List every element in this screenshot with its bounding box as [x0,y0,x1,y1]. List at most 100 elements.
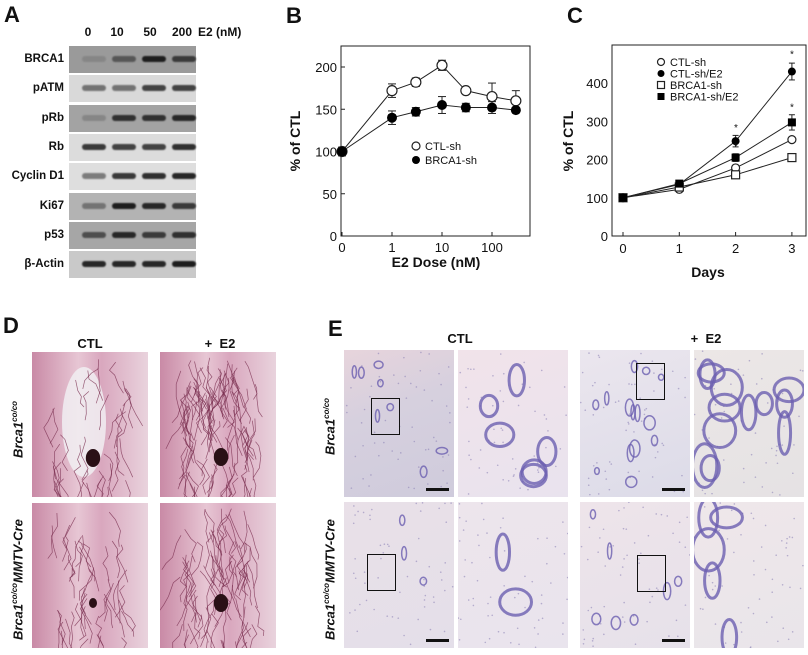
blot-band [82,114,106,121]
marker-open-circle [460,85,472,97]
blot-band [172,114,196,121]
y-axis-label: % of CTL [287,110,303,171]
legend-label: BRCA1-sh [670,80,722,92]
duct-structure [494,532,512,572]
duct-structure [697,502,720,539]
marker-filled-circle [731,137,740,146]
duct-structure [519,462,548,489]
blot-band [82,261,106,268]
panel-e-label: E [328,316,343,341]
series-line [622,157,793,199]
duct-structure [498,587,534,617]
duct-structure [673,575,683,588]
duct-structure [610,615,622,631]
x-tick-label: 10 [435,240,449,255]
plot-frame [340,45,531,237]
blot-band [112,56,136,62]
blot-strip [69,192,196,220]
duct-structure [720,617,739,648]
duct-structure [400,545,408,561]
duct-structure [707,392,742,423]
scale-bar [662,639,685,642]
panel-e-col-ctl: CTL [447,331,473,346]
whole-mount-ctl-brca1-coco [32,352,148,497]
panel-d-col-e2: + E2 [204,336,236,351]
panel-e-row-label-brca1-coco: Brca1co/co [322,397,338,455]
duct-structure [435,446,449,455]
y-axis-label: % of CTL [560,110,576,171]
whole-mount-e2-brca1-mmtv-cre [160,503,276,648]
protein-label: pATM [32,82,64,95]
blot-band [112,261,136,268]
x-tick-label: 0 [338,240,345,255]
duct-structure [351,365,358,379]
x-axis-label: Days [691,264,725,280]
duct-structure [754,390,774,417]
lymph-node [85,449,101,467]
y-tick-label: 300 [586,114,608,129]
histology-e2-coco-high [694,350,804,497]
duct-structure [373,360,384,370]
blot-strip [69,75,196,103]
blot-band [82,202,106,209]
marker-filled-square [657,93,665,100]
scale-bar [426,639,449,642]
protein-label: pRb [41,111,64,124]
marker-filled-square [675,179,684,188]
blot-band [172,231,196,238]
lane-label-10: 10 [110,25,124,39]
y-tick-label: 100 [315,145,337,160]
region-of-interest-box [636,363,665,400]
legend-label: BRCA1-sh [425,155,477,167]
marker-filled-circle [460,102,471,113]
duct-structure [592,399,600,411]
duct-structure [739,393,758,432]
duct-structure [624,398,635,417]
x-tick-label: 100 [481,240,503,255]
scale-bar [662,488,685,491]
marker-open-circle [411,141,421,151]
blot-band [82,143,106,150]
y-tick-label: 0 [330,229,337,244]
blot-band [112,143,136,150]
protein-label: Rb [48,140,64,153]
significance-asterisk: * [734,123,738,134]
treatment-label: E2 (nM) [198,25,242,39]
histology-e2-cre-low [580,502,690,648]
duct-structure [624,475,638,489]
duct-structure [357,366,365,379]
histology-e2-coco-low [580,350,690,497]
duct-structure [703,561,722,600]
duct-structure [772,376,804,404]
lymph-node [89,598,97,608]
duct-structure [593,466,601,476]
panel-a-label: A [4,2,20,27]
duct-structure [696,362,726,384]
blot-band [172,173,196,180]
duct-structure [634,403,641,423]
plot-frame [611,44,807,237]
duct-structure [419,465,428,479]
protein-label: BRCA1 [24,53,64,65]
duct-structure [777,410,793,456]
blot-band [172,143,196,150]
marker-filled-circle [657,70,665,77]
x-tick-label: 3 [788,241,795,256]
marker-open-circle [436,59,448,71]
histology-ctl-coco-low [344,350,454,497]
histology-ctl-cre-low [344,502,454,648]
lymph-node [213,448,229,466]
marker-open-square [787,152,797,163]
panel-d-col-ctl: CTL [77,336,103,351]
blot-band [172,261,196,268]
duct-structure [628,439,641,458]
y-tick-label: 200 [586,153,608,168]
x-tick-label: 0 [619,241,626,256]
marker-open-square [730,170,741,180]
marker-open-circle [656,57,666,67]
blot-band [142,56,166,62]
lane-label-0: 0 [84,25,92,39]
region-of-interest-box [367,554,396,591]
duct-structure [386,402,395,412]
